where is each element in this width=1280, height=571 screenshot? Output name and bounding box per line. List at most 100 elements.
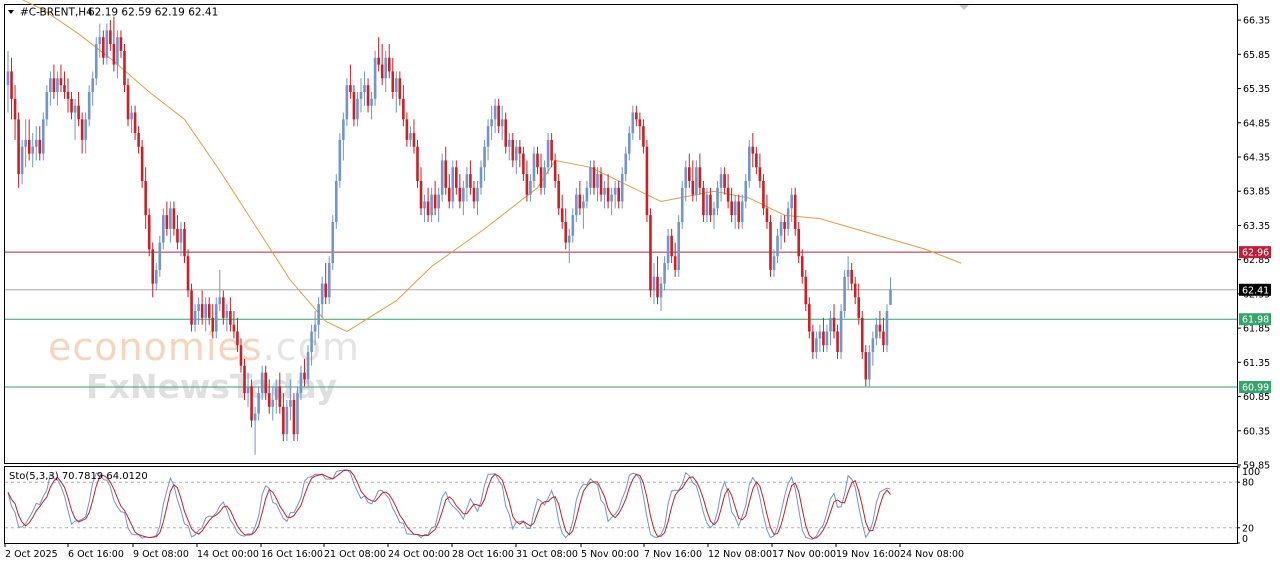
candle-bear[interactable]: [726, 174, 730, 209]
candle-bear[interactable]: [860, 311, 864, 359]
candle-bear[interactable]: [366, 78, 370, 113]
candle-bull[interactable]: [585, 180, 589, 209]
candle-bull[interactable]: [712, 201, 716, 229]
candle-bear[interactable]: [63, 71, 66, 99]
candle-bear[interactable]: [412, 119, 416, 154]
candle-bear[interactable]: [250, 379, 253, 428]
candle-bear[interactable]: [211, 304, 215, 339]
candle-bull[interactable]: [507, 133, 511, 161]
candle-bull[interactable]: [423, 194, 426, 223]
candle-bull[interactable]: [359, 78, 363, 113]
candle-bear[interactable]: [77, 91, 80, 127]
candle-bear[interactable]: [649, 208, 652, 298]
candle-bear[interactable]: [458, 174, 462, 209]
candle-bull[interactable]: [246, 372, 250, 407]
candle-bull[interactable]: [94, 37, 98, 86]
candle-bull[interactable]: [204, 297, 207, 332]
candle-bull[interactable]: [116, 30, 119, 79]
candle-bear[interactable]: [352, 85, 356, 127]
candle-bull[interactable]: [744, 174, 748, 209]
candle-bull[interactable]: [885, 304, 889, 353]
candle-bear[interactable]: [687, 153, 691, 188]
candle-bear[interactable]: [702, 180, 705, 223]
candle-bull[interactable]: [193, 304, 197, 332]
candle-bull[interactable]: [483, 139, 486, 181]
candle-bear[interactable]: [751, 133, 755, 168]
candle-bull[interactable]: [663, 256, 666, 291]
candle-bear[interactable]: [303, 358, 306, 387]
candle-bear[interactable]: [808, 297, 811, 339]
candle-bull[interactable]: [20, 139, 24, 185]
candle-bull[interactable]: [285, 399, 289, 442]
candle-bull[interactable]: [260, 365, 264, 400]
candle-bull[interactable]: [462, 180, 465, 216]
candle-bull[interactable]: [543, 160, 546, 195]
candle-bull[interactable]: [310, 324, 313, 366]
candle-bull[interactable]: [493, 98, 497, 134]
candle-bull[interactable]: [476, 180, 479, 216]
candle-bull[interactable]: [334, 174, 338, 229]
candle-bull[interactable]: [299, 365, 303, 400]
candle-bull[interactable]: [158, 235, 162, 277]
candle-bull[interactable]: [589, 160, 592, 195]
candle-bull[interactable]: [613, 180, 617, 209]
candle-bear[interactable]: [133, 105, 137, 140]
candle-bull[interactable]: [274, 379, 278, 414]
candle-bear[interactable]: [469, 160, 472, 195]
candle-bear[interactable]: [522, 146, 525, 181]
candle-bull[interactable]: [582, 194, 585, 229]
candle-bear[interactable]: [755, 146, 758, 175]
candle-bear[interactable]: [380, 44, 384, 86]
candle-bull[interactable]: [843, 269, 846, 318]
candle-bear[interactable]: [236, 317, 239, 353]
candle-bull[interactable]: [197, 297, 200, 325]
candle-bear[interactable]: [391, 57, 395, 99]
candle-bear[interactable]: [426, 187, 430, 223]
candle-bear[interactable]: [402, 85, 405, 127]
candle-bear[interactable]: [278, 372, 282, 414]
candle-bear[interactable]: [599, 167, 603, 202]
candle-bull[interactable]: [440, 153, 444, 202]
candle-bull[interactable]: [49, 71, 52, 106]
candle-bear[interactable]: [172, 201, 176, 236]
candle-bear[interactable]: [38, 126, 42, 161]
candle-bear[interactable]: [267, 379, 271, 414]
candle-bull[interactable]: [384, 50, 388, 92]
candle-bear[interactable]: [673, 242, 677, 277]
candle-bear[interactable]: [144, 167, 147, 229]
candle-bear[interactable]: [232, 311, 236, 339]
candle-bear[interactable]: [536, 146, 539, 175]
candle-bull[interactable]: [871, 331, 875, 366]
candle-bull[interactable]: [515, 139, 518, 175]
candle-bear[interactable]: [800, 249, 804, 284]
candle-bear[interactable]: [186, 249, 190, 298]
candle-bull[interactable]: [6, 50, 10, 113]
candle-bear[interactable]: [137, 126, 140, 154]
candle-bear[interactable]: [560, 194, 564, 229]
candle-bull[interactable]: [24, 119, 27, 168]
candle-bear[interactable]: [119, 30, 123, 58]
candle-bear[interactable]: [17, 112, 20, 188]
candle-bear[interactable]: [102, 30, 105, 65]
candle-bull[interactable]: [320, 276, 324, 318]
candle-bull[interactable]: [684, 160, 688, 202]
candle-bull[interactable]: [363, 71, 366, 106]
candle-bull[interactable]: [680, 180, 684, 229]
candle-bull[interactable]: [45, 85, 49, 127]
candle-bear[interactable]: [282, 393, 285, 442]
candle-bear[interactable]: [126, 78, 130, 127]
candle-bear[interactable]: [550, 133, 553, 168]
candle-bull[interactable]: [627, 126, 631, 161]
candle-bull[interactable]: [748, 139, 751, 188]
candle-bear[interactable]: [472, 180, 476, 209]
candle-bear[interactable]: [656, 256, 659, 305]
candle-bear[interactable]: [578, 180, 582, 216]
candle-bull[interactable]: [490, 105, 493, 140]
candle-bear[interactable]: [292, 393, 296, 442]
candle-bear[interactable]: [797, 222, 801, 264]
candle-bear[interactable]: [737, 194, 741, 229]
candle-bear[interactable]: [239, 338, 243, 373]
candle-bear[interactable]: [27, 119, 31, 161]
candle-bull[interactable]: [154, 263, 158, 291]
candle-bull[interactable]: [571, 208, 575, 243]
